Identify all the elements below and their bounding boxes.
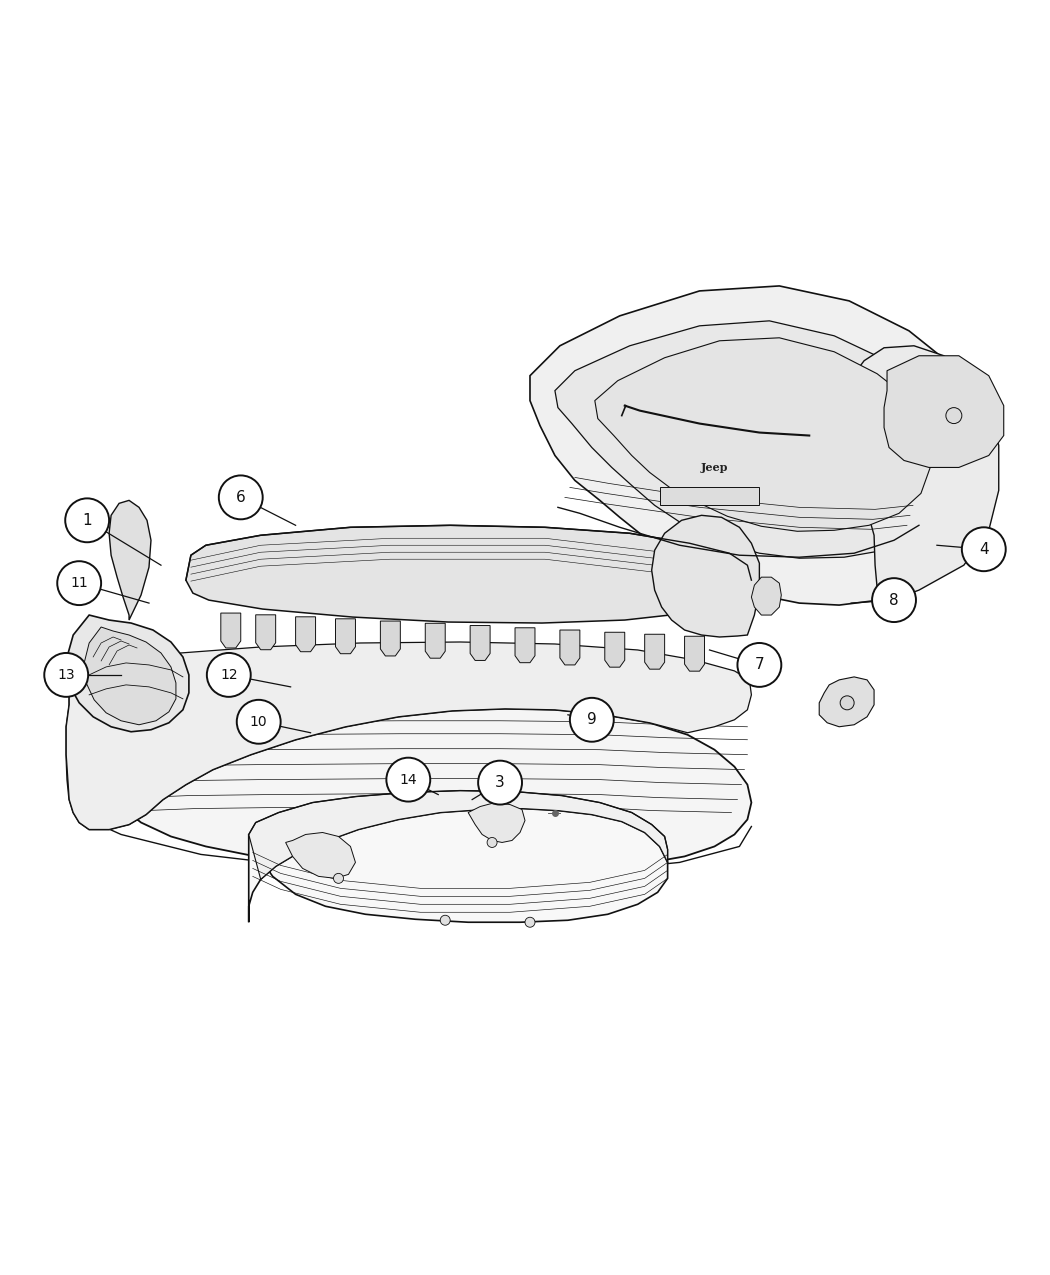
Circle shape	[334, 873, 343, 884]
Circle shape	[946, 408, 962, 423]
Polygon shape	[66, 615, 189, 732]
Polygon shape	[594, 338, 931, 532]
Polygon shape	[819, 677, 874, 727]
Circle shape	[44, 653, 88, 697]
Polygon shape	[530, 286, 989, 606]
Circle shape	[218, 476, 262, 519]
Circle shape	[440, 915, 450, 926]
Circle shape	[58, 561, 101, 606]
Circle shape	[207, 653, 251, 697]
Text: 4: 4	[979, 542, 989, 557]
Polygon shape	[645, 634, 665, 669]
Text: 12: 12	[219, 668, 237, 682]
Polygon shape	[470, 626, 490, 660]
Text: 14: 14	[399, 773, 417, 787]
Polygon shape	[685, 636, 705, 671]
Polygon shape	[516, 627, 534, 663]
Text: 1: 1	[82, 513, 92, 528]
Polygon shape	[186, 525, 752, 623]
Polygon shape	[256, 615, 276, 650]
Polygon shape	[554, 321, 953, 558]
Polygon shape	[249, 808, 668, 922]
Polygon shape	[336, 618, 356, 654]
Polygon shape	[884, 356, 1004, 468]
Circle shape	[525, 917, 534, 927]
Polygon shape	[109, 500, 151, 620]
Polygon shape	[249, 790, 668, 880]
Circle shape	[570, 697, 614, 742]
Circle shape	[873, 578, 916, 622]
Text: 8: 8	[889, 593, 899, 608]
Circle shape	[737, 643, 781, 687]
Polygon shape	[84, 627, 176, 724]
Text: 3: 3	[496, 775, 505, 790]
Polygon shape	[839, 346, 999, 606]
Circle shape	[478, 761, 522, 805]
Circle shape	[236, 700, 280, 743]
Polygon shape	[468, 802, 525, 843]
Polygon shape	[380, 621, 400, 655]
Polygon shape	[296, 617, 316, 652]
Circle shape	[65, 499, 109, 542]
Polygon shape	[752, 578, 781, 615]
Circle shape	[386, 757, 430, 802]
Text: 6: 6	[236, 490, 246, 505]
Polygon shape	[425, 623, 445, 658]
Polygon shape	[560, 630, 580, 666]
Circle shape	[962, 528, 1006, 571]
Polygon shape	[659, 487, 759, 505]
Polygon shape	[66, 685, 752, 872]
Polygon shape	[66, 643, 752, 830]
Text: 7: 7	[755, 658, 764, 672]
Text: 11: 11	[70, 576, 88, 590]
Polygon shape	[605, 632, 625, 667]
Text: 10: 10	[250, 715, 268, 729]
Polygon shape	[652, 515, 759, 638]
Polygon shape	[220, 613, 240, 648]
Text: 9: 9	[587, 713, 596, 727]
Circle shape	[840, 696, 854, 710]
Text: Jeep: Jeep	[700, 462, 729, 473]
Polygon shape	[286, 833, 356, 878]
Text: 13: 13	[58, 668, 75, 682]
Circle shape	[487, 838, 497, 848]
